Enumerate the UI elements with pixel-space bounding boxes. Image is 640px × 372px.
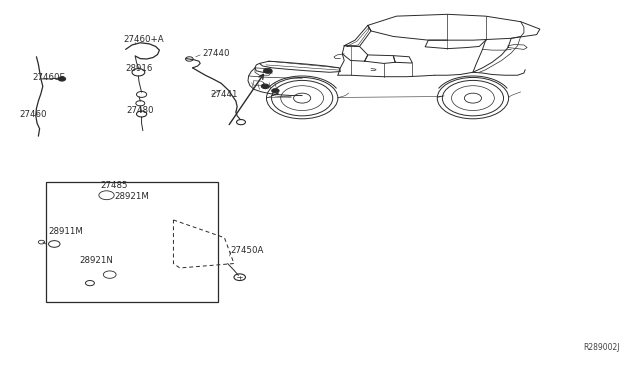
Text: 27440: 27440 bbox=[202, 49, 230, 58]
Text: 28916: 28916 bbox=[125, 64, 153, 73]
Text: R289002J: R289002J bbox=[583, 343, 620, 352]
Circle shape bbox=[271, 89, 279, 93]
Text: 27441: 27441 bbox=[211, 90, 238, 99]
Bar bbox=[46, 182, 218, 302]
Text: 27460: 27460 bbox=[19, 109, 47, 119]
Text: 27450A: 27450A bbox=[231, 246, 264, 255]
Circle shape bbox=[263, 68, 272, 73]
Text: 28911M: 28911M bbox=[48, 227, 83, 236]
Text: 28921N: 28921N bbox=[80, 256, 114, 266]
Text: 27485: 27485 bbox=[100, 182, 127, 190]
Text: 27480: 27480 bbox=[126, 106, 154, 115]
Circle shape bbox=[261, 84, 269, 89]
Text: 27460+A: 27460+A bbox=[124, 35, 164, 44]
Text: 27460E: 27460E bbox=[32, 73, 65, 82]
Text: 28921M: 28921M bbox=[115, 192, 150, 201]
Circle shape bbox=[58, 77, 66, 81]
